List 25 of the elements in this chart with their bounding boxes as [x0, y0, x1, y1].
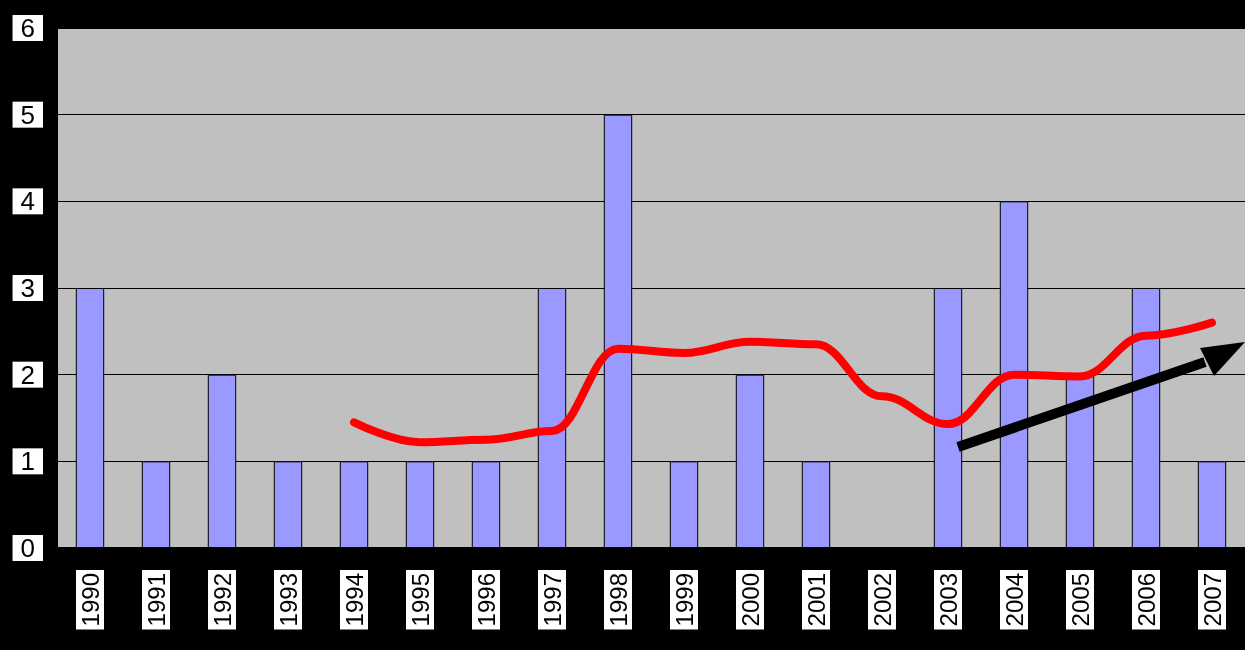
x-tick-label: 2000	[736, 573, 764, 627]
x-tick-label: 2002	[868, 573, 896, 627]
x-tick-label: 1997	[538, 573, 566, 627]
x-tick-label: 2004	[1000, 573, 1028, 627]
x-tick-label: 2003	[934, 573, 962, 627]
x-tick-label: 2007	[1198, 573, 1226, 627]
x-tick-label: 2005	[1066, 573, 1094, 627]
y-tick-label: 1	[20, 446, 35, 477]
y-tick-label: 3	[20, 273, 35, 303]
y-tick-label: 0	[20, 533, 35, 563]
x-tick-label: 1991	[142, 573, 170, 627]
x-tick-label: 1999	[670, 573, 698, 627]
x-tick-label: 1998	[604, 573, 632, 627]
y-tick-label: 4	[20, 186, 35, 217]
y-tick-label: 5	[20, 99, 35, 130]
x-tick-label: 1992	[208, 573, 236, 627]
x-tick-label: 1994	[340, 573, 368, 627]
y-tick-label: 6	[20, 13, 35, 43]
x-tick-label: 1995	[406, 573, 434, 627]
x-tick-label: 1993	[274, 573, 302, 627]
x-tick-label: 2001	[802, 573, 830, 627]
x-tick-label: 1990	[76, 573, 104, 627]
x-tick-label: 1996	[472, 573, 500, 627]
x-tick-label: 2006	[1132, 573, 1160, 627]
y-tick-label: 2	[20, 359, 35, 390]
